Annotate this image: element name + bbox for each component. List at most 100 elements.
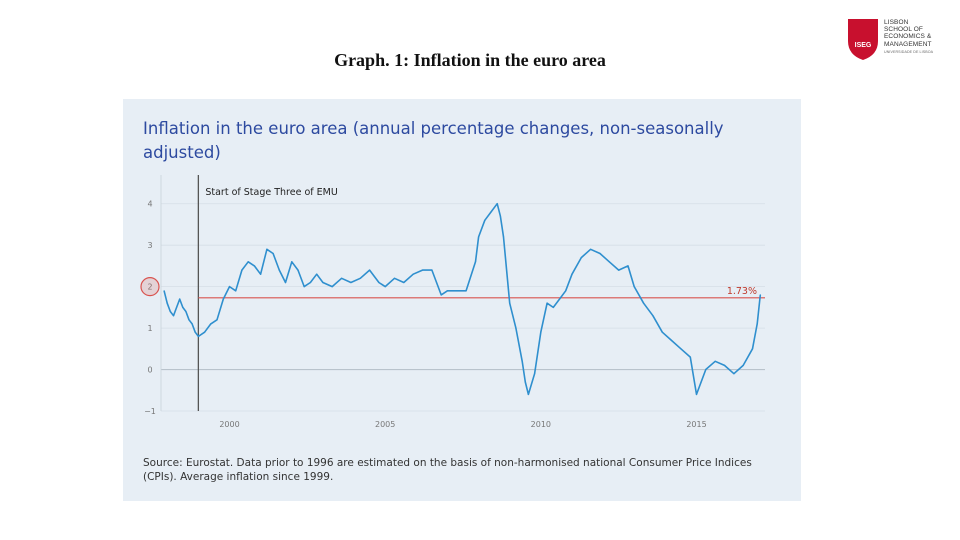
inflation-data-point — [412, 273, 414, 275]
inflation-data-point — [163, 290, 165, 292]
inflation-data-point — [599, 252, 601, 255]
inflation-data-point — [751, 348, 754, 350]
inflation-data-point — [534, 373, 536, 375]
inflation-data-point — [222, 298, 224, 300]
inflation-data-point — [421, 269, 424, 271]
y-tick-label: 3 — [147, 241, 152, 250]
inflation-data-point — [540, 331, 542, 333]
inflation-chart: −1 0 1 2 3 4 2000 2005 2010 2015 Start of Stage Th… — [140, 175, 765, 429]
iseg-logo: ISEG LISBON SCHOOL OF ECONOMICS & MANAGE… — [846, 17, 946, 63]
inflation-data-point — [446, 290, 448, 292]
inflation-data-point — [185, 310, 187, 313]
logo-wordmark: LISBON SCHOOL OF ECONOMICS & MANAGEMENT … — [884, 19, 933, 56]
inflation-data-point — [309, 281, 311, 284]
y-tick-label: 0 — [147, 366, 152, 375]
x-tick-label: 2015 — [686, 420, 706, 429]
inflation-data-point — [733, 373, 735, 375]
logo-line-2: SCHOOL OF — [884, 26, 923, 34]
inflation-data-point — [179, 298, 181, 300]
inflation-data-point — [191, 323, 193, 325]
inflation-data-point — [291, 261, 293, 263]
inflation-series-line — [163, 202, 762, 396]
inflation-data-point — [216, 319, 218, 321]
inflation-data-point — [247, 261, 249, 263]
inflation-data-point — [350, 281, 352, 284]
inflation-data-point — [341, 277, 343, 279]
y-tick-label: 2 — [147, 283, 152, 292]
inflation-data-point — [671, 339, 673, 342]
x-tick-label: 2010 — [531, 420, 551, 429]
inflation-data-point — [278, 269, 280, 271]
inflation-data-point — [260, 273, 262, 275]
inflation-data-point — [756, 323, 758, 325]
inflation-data-point — [169, 310, 171, 313]
logo-shield-letters: ISEG — [855, 42, 872, 49]
inflation-data-point — [499, 215, 501, 217]
logo-line-4: MANAGEMENT — [884, 40, 932, 48]
inflation-data-point — [546, 302, 548, 304]
inflation-data-point — [633, 286, 635, 288]
inflation-data-point — [393, 277, 396, 279]
inflation-data-point — [524, 381, 526, 383]
inflation-data-point — [521, 360, 523, 362]
inflation-data-point — [359, 277, 361, 279]
inflation-data-point — [465, 290, 467, 292]
inflation-data-point — [284, 281, 287, 284]
inflation-data-point — [484, 219, 486, 221]
inflation-data-point — [172, 315, 175, 317]
inflation-data-point — [571, 273, 573, 275]
inflation-data-point — [241, 269, 243, 271]
inflation-data-point — [643, 302, 645, 304]
inflation-data-point — [608, 261, 610, 263]
inflation-data-point — [253, 265, 255, 267]
inflation-data-point — [228, 286, 231, 288]
inflation-data-point — [490, 211, 492, 213]
inflation-data-point — [478, 236, 480, 238]
inflation-data-point — [440, 294, 442, 296]
inflation-data-point — [580, 257, 582, 259]
inflation-data-point — [378, 281, 380, 284]
inflation-data-point — [552, 306, 554, 308]
inflation-data-point — [558, 298, 561, 300]
inflation-data-point — [369, 269, 371, 271]
inflation-data-point — [403, 281, 405, 284]
inflation-data-point — [431, 269, 433, 271]
inflation-data-point — [204, 331, 206, 333]
inflation-data-point — [689, 356, 691, 358]
chart-source-note: Source: Eurostat. Data prior to 1996 are… — [143, 457, 752, 483]
inflation-data-point — [188, 319, 190, 321]
y-tick-label: −1 — [144, 407, 156, 416]
inflation-data-point — [316, 273, 318, 275]
inflation-data-point — [210, 323, 212, 325]
inflation-data-point — [496, 203, 498, 205]
inflation-data-point — [297, 269, 299, 271]
inflation-data-point — [618, 269, 620, 271]
inflation-data-point — [456, 290, 458, 292]
logo-university: UNIVERSIDADE DE LISBOA — [884, 49, 934, 54]
inflation-data-point — [502, 236, 505, 238]
inflation-data-point — [474, 261, 477, 263]
inflation-data-point — [515, 327, 517, 329]
inflation-data-point — [197, 335, 199, 337]
inflation-data-point — [661, 331, 663, 333]
inflation-data-point — [182, 306, 184, 308]
inflation-data-point — [509, 302, 511, 304]
inflation-data-point — [384, 286, 386, 288]
inflation-data-point — [527, 393, 529, 395]
inflation-data-point — [680, 348, 682, 350]
inflation-data-point — [565, 290, 567, 292]
inflation-data-point — [235, 290, 237, 292]
inflation-data-point — [742, 364, 744, 366]
x-tick-label: 2005 — [375, 420, 395, 429]
inflation-data-point — [723, 364, 726, 366]
inflation-data-point — [759, 294, 761, 296]
inflation-data-point — [194, 331, 196, 333]
slide-title: Graph. 1: Inflation in the euro area — [334, 50, 606, 70]
inflation-data-point — [627, 265, 629, 267]
inflation-data-point — [590, 248, 592, 250]
inflation-data-point — [695, 393, 698, 395]
inflation-data-point — [705, 368, 707, 371]
inflation-data-point — [322, 281, 324, 284]
y-tick-label: 4 — [147, 200, 152, 209]
chart-panel: −1 0 1 2 3 4 2000 2005 2010 2015 Start of Stage Th… — [123, 99, 801, 501]
